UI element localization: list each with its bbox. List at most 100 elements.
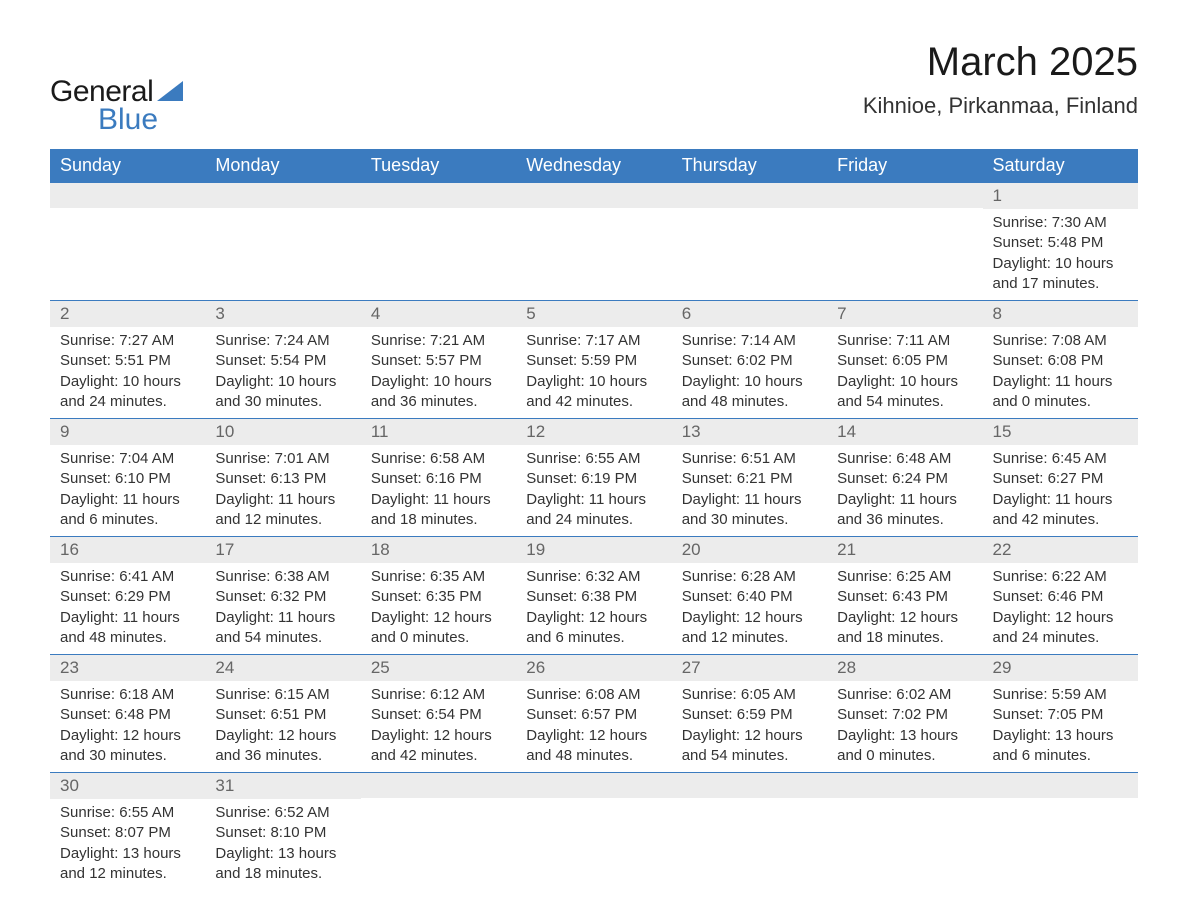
sunrise-line: Sunrise: 6:25 AM	[837, 567, 972, 587]
daylight-line2: and 30 minutes.	[682, 510, 817, 530]
empty-day-body	[516, 798, 671, 876]
day-cell: 4Sunrise: 7:21 AMSunset: 5:57 PMDaylight…	[361, 301, 516, 419]
day-details: Sunrise: 6:05 AMSunset: 6:59 PMDaylight:…	[672, 681, 827, 772]
daylight-line1: Daylight: 11 hours	[60, 490, 195, 510]
empty-day-number	[205, 183, 360, 208]
day-details: Sunrise: 7:24 AMSunset: 5:54 PMDaylight:…	[205, 327, 360, 418]
empty-day-body	[672, 798, 827, 876]
day-number: 9	[50, 419, 205, 445]
daylight-line1: Daylight: 11 hours	[215, 490, 350, 510]
day-cell: 16Sunrise: 6:41 AMSunset: 6:29 PMDayligh…	[50, 537, 205, 655]
empty-cell	[672, 773, 827, 891]
daylight-line2: and 48 minutes.	[60, 628, 195, 648]
sunrise-line: Sunrise: 6:15 AM	[215, 685, 350, 705]
empty-day-number	[827, 183, 982, 208]
day-details: Sunrise: 6:22 AMSunset: 6:46 PMDaylight:…	[983, 563, 1138, 654]
daylight-line1: Daylight: 10 hours	[682, 372, 817, 392]
day-number: 26	[516, 655, 671, 681]
day-cell: 19Sunrise: 6:32 AMSunset: 6:38 PMDayligh…	[516, 537, 671, 655]
sunset-line: Sunset: 6:46 PM	[993, 587, 1128, 607]
sunrise-line: Sunrise: 6:55 AM	[60, 803, 195, 823]
daylight-line1: Daylight: 12 hours	[215, 726, 350, 746]
empty-cell	[361, 773, 516, 891]
logo-triangle-icon	[157, 81, 183, 101]
calendar-week-row: 16Sunrise: 6:41 AMSunset: 6:29 PMDayligh…	[50, 537, 1138, 655]
empty-day-number	[361, 773, 516, 798]
daylight-line1: Daylight: 11 hours	[215, 608, 350, 628]
sunrise-line: Sunrise: 6:52 AM	[215, 803, 350, 823]
daylight-line2: and 6 minutes.	[526, 628, 661, 648]
weekday-header: Wednesday	[516, 149, 671, 183]
calendar-week-row: 23Sunrise: 6:18 AMSunset: 6:48 PMDayligh…	[50, 655, 1138, 773]
daylight-line1: Daylight: 10 hours	[993, 254, 1128, 274]
daylight-line1: Daylight: 11 hours	[837, 490, 972, 510]
day-number: 13	[672, 419, 827, 445]
day-number: 30	[50, 773, 205, 799]
sunrise-line: Sunrise: 6:18 AM	[60, 685, 195, 705]
empty-cell	[205, 183, 360, 301]
day-details: Sunrise: 6:35 AMSunset: 6:35 PMDaylight:…	[361, 563, 516, 654]
daylight-line1: Daylight: 11 hours	[993, 372, 1128, 392]
sunrise-line: Sunrise: 6:02 AM	[837, 685, 972, 705]
day-cell: 17Sunrise: 6:38 AMSunset: 6:32 PMDayligh…	[205, 537, 360, 655]
day-cell: 12Sunrise: 6:55 AMSunset: 6:19 PMDayligh…	[516, 419, 671, 537]
empty-cell	[50, 183, 205, 301]
empty-day-number	[672, 183, 827, 208]
empty-day-body	[50, 208, 205, 286]
empty-day-number	[516, 773, 671, 798]
day-details: Sunrise: 6:12 AMSunset: 6:54 PMDaylight:…	[361, 681, 516, 772]
sunset-line: Sunset: 6:27 PM	[993, 469, 1128, 489]
sunrise-line: Sunrise: 6:41 AM	[60, 567, 195, 587]
day-cell: 20Sunrise: 6:28 AMSunset: 6:40 PMDayligh…	[672, 537, 827, 655]
day-cell: 3Sunrise: 7:24 AMSunset: 5:54 PMDaylight…	[205, 301, 360, 419]
day-details: Sunrise: 6:15 AMSunset: 6:51 PMDaylight:…	[205, 681, 360, 772]
sunset-line: Sunset: 6:21 PM	[682, 469, 817, 489]
empty-cell	[827, 773, 982, 891]
sunrise-line: Sunrise: 7:27 AM	[60, 331, 195, 351]
sunrise-line: Sunrise: 6:45 AM	[993, 449, 1128, 469]
daylight-line2: and 18 minutes.	[837, 628, 972, 648]
calendar-week-row: 9Sunrise: 7:04 AMSunset: 6:10 PMDaylight…	[50, 419, 1138, 537]
sunrise-line: Sunrise: 7:11 AM	[837, 331, 972, 351]
location: Kihnioe, Pirkanmaa, Finland	[863, 93, 1138, 119]
daylight-line1: Daylight: 12 hours	[526, 608, 661, 628]
sunrise-line: Sunrise: 7:14 AM	[682, 331, 817, 351]
day-cell: 9Sunrise: 7:04 AMSunset: 6:10 PMDaylight…	[50, 419, 205, 537]
daylight-line2: and 30 minutes.	[60, 746, 195, 766]
day-details: Sunrise: 6:25 AMSunset: 6:43 PMDaylight:…	[827, 563, 982, 654]
weekday-header: Friday	[827, 149, 982, 183]
day-details: Sunrise: 7:14 AMSunset: 6:02 PMDaylight:…	[672, 327, 827, 418]
sunset-line: Sunset: 6:10 PM	[60, 469, 195, 489]
day-cell: 22Sunrise: 6:22 AMSunset: 6:46 PMDayligh…	[983, 537, 1138, 655]
sunrise-line: Sunrise: 6:51 AM	[682, 449, 817, 469]
day-cell: 29Sunrise: 5:59 AMSunset: 7:05 PMDayligh…	[983, 655, 1138, 773]
daylight-line2: and 0 minutes.	[993, 392, 1128, 412]
day-cell: 23Sunrise: 6:18 AMSunset: 6:48 PMDayligh…	[50, 655, 205, 773]
sunset-line: Sunset: 6:40 PM	[682, 587, 817, 607]
daylight-line1: Daylight: 11 hours	[993, 490, 1128, 510]
empty-cell	[516, 183, 671, 301]
daylight-line2: and 24 minutes.	[993, 628, 1128, 648]
daylight-line2: and 36 minutes.	[215, 746, 350, 766]
day-number: 31	[205, 773, 360, 799]
calendar-table: SundayMondayTuesdayWednesdayThursdayFrid…	[50, 149, 1138, 890]
day-details: Sunrise: 6:18 AMSunset: 6:48 PMDaylight:…	[50, 681, 205, 772]
daylight-line1: Daylight: 10 hours	[837, 372, 972, 392]
empty-day-body	[516, 208, 671, 286]
day-cell: 15Sunrise: 6:45 AMSunset: 6:27 PMDayligh…	[983, 419, 1138, 537]
sunrise-line: Sunrise: 6:08 AM	[526, 685, 661, 705]
sunset-line: Sunset: 7:05 PM	[993, 705, 1128, 725]
empty-day-number	[50, 183, 205, 208]
day-details: Sunrise: 6:08 AMSunset: 6:57 PMDaylight:…	[516, 681, 671, 772]
weekday-header: Monday	[205, 149, 360, 183]
daylight-line1: Daylight: 13 hours	[993, 726, 1128, 746]
daylight-line1: Daylight: 12 hours	[682, 608, 817, 628]
daylight-line1: Daylight: 13 hours	[60, 844, 195, 864]
daylight-line2: and 54 minutes.	[215, 628, 350, 648]
daylight-line2: and 6 minutes.	[993, 746, 1128, 766]
empty-day-body	[361, 208, 516, 286]
daylight-line2: and 36 minutes.	[371, 392, 506, 412]
empty-day-body	[827, 208, 982, 286]
empty-cell	[361, 183, 516, 301]
day-cell: 1Sunrise: 7:30 AMSunset: 5:48 PMDaylight…	[983, 183, 1138, 301]
